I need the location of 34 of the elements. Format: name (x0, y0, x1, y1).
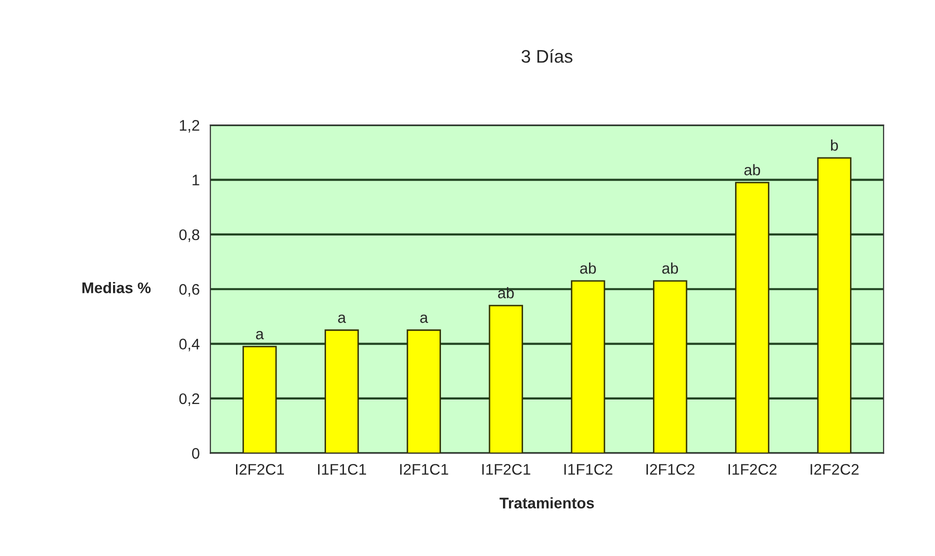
chart-title: 3 Días (522, 49, 572, 63)
data-label: ab (662, 262, 678, 274)
y-tick-label: 0,6 (179, 284, 200, 297)
data-label: ab (498, 287, 514, 298)
x-tick-label: I2F1C1 (400, 464, 448, 475)
y-tick-label: 0,4 (179, 338, 200, 352)
bar (242, 346, 277, 454)
x-tick-label: I1F1C2 (564, 464, 612, 475)
bar (735, 182, 770, 454)
y-tick-label: 0,2 (179, 393, 200, 406)
data-label: a (420, 314, 428, 323)
y-tick-label: 1,2 (180, 120, 200, 133)
data-label: ab (580, 262, 596, 274)
x-tick-label: I2F2C2 (810, 464, 859, 475)
data-label: b (831, 139, 838, 151)
data-label: a (256, 330, 264, 340)
x-tick-label: I2F2C1 (236, 464, 284, 475)
bar (488, 304, 524, 454)
bar (653, 280, 688, 454)
x-tick-label: I2F1C2 (646, 464, 694, 475)
y-tick-label: 0 (192, 448, 200, 459)
x-tick-label: I1F2C2 (728, 464, 777, 475)
y-tick-label: 0,8 (179, 229, 200, 242)
data-label: a (338, 314, 346, 323)
bar (406, 329, 441, 454)
bar (817, 157, 852, 454)
data-label: ab (744, 164, 760, 176)
x-tick-label: I1F1C1 (318, 464, 366, 475)
x-axis-title: Tratamientos (500, 497, 594, 508)
x-tick-label: I1F2C1 (482, 464, 530, 475)
y-axis-title: Medias % (82, 282, 151, 294)
y-tick-label: 1 (192, 174, 200, 186)
bar (570, 280, 606, 454)
bar (324, 329, 359, 454)
